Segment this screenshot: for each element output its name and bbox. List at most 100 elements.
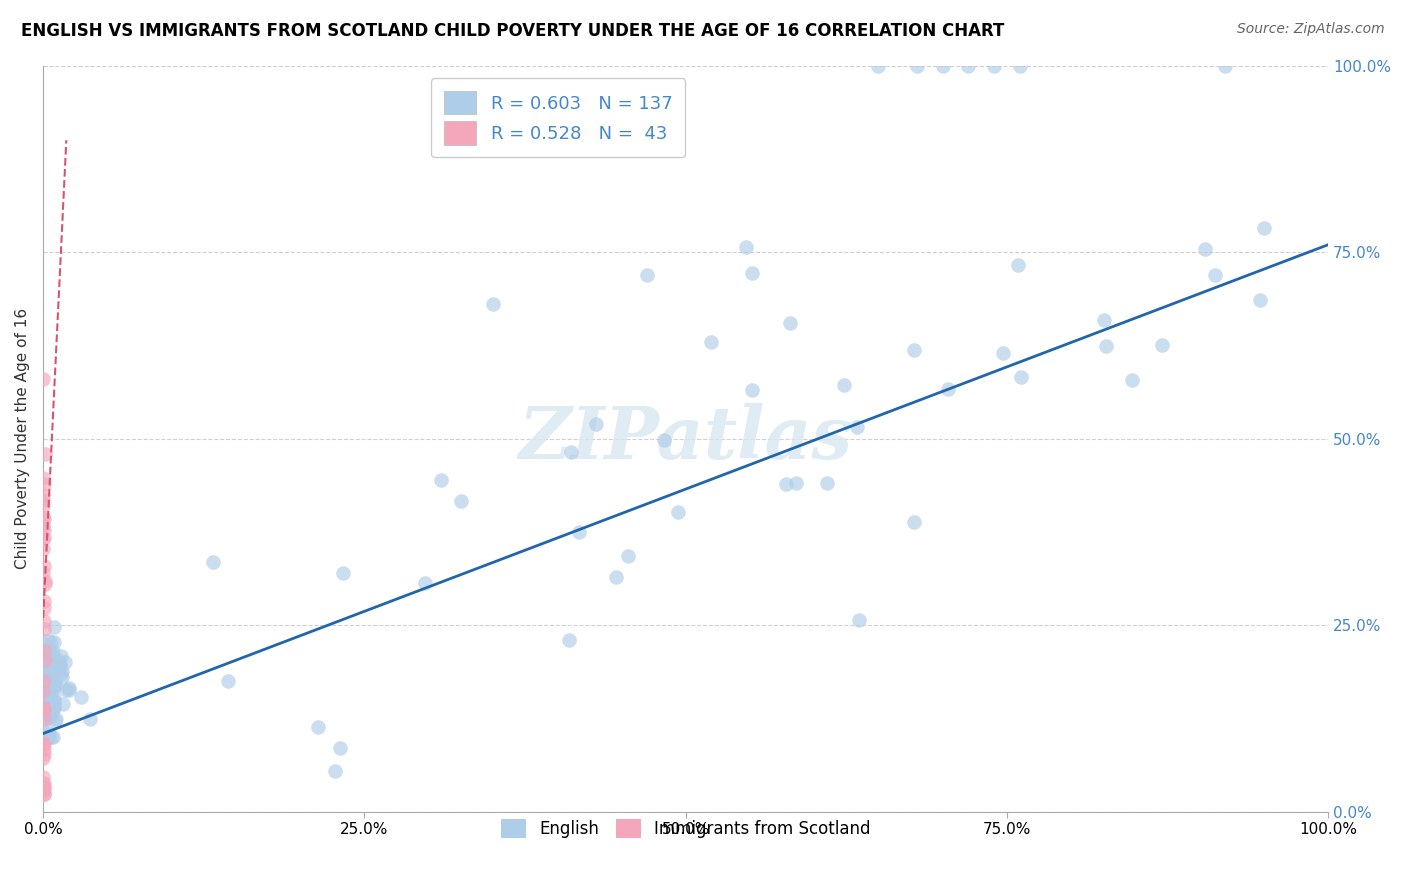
Point bbox=[37, 731, 59, 745]
Point bbox=[957, 59, 980, 73]
Point bbox=[48, 654, 70, 668]
Point bbox=[42, 680, 65, 694]
Point bbox=[38, 656, 60, 670]
Point bbox=[44, 665, 66, 679]
Point bbox=[35, 694, 58, 708]
Point bbox=[34, 700, 56, 714]
Point bbox=[45, 666, 67, 681]
Point bbox=[558, 632, 581, 647]
Point bbox=[32, 725, 55, 739]
Point bbox=[1121, 373, 1143, 387]
Point bbox=[44, 675, 66, 690]
Point bbox=[32, 642, 55, 657]
Point bbox=[39, 697, 62, 711]
Point bbox=[34, 622, 56, 636]
Text: ENGLISH VS IMMIGRANTS FROM SCOTLAND CHILD POVERTY UNDER THE AGE OF 16 CORRELATIO: ENGLISH VS IMMIGRANTS FROM SCOTLAND CHIL… bbox=[21, 22, 1004, 40]
Point bbox=[35, 696, 58, 710]
Point bbox=[32, 600, 55, 615]
Point bbox=[1204, 268, 1226, 282]
Point bbox=[44, 698, 66, 712]
Point bbox=[42, 691, 65, 706]
Point bbox=[35, 700, 58, 714]
Point bbox=[32, 492, 55, 507]
Point bbox=[845, 420, 868, 434]
Point bbox=[32, 673, 55, 688]
Point bbox=[983, 59, 1005, 73]
Point bbox=[815, 476, 838, 491]
Point bbox=[34, 447, 56, 461]
Point bbox=[700, 334, 723, 349]
Point bbox=[1150, 337, 1173, 351]
Point bbox=[38, 682, 60, 697]
Point bbox=[44, 680, 66, 694]
Point bbox=[32, 471, 55, 485]
Point bbox=[1095, 339, 1118, 353]
Point bbox=[413, 575, 436, 590]
Point bbox=[37, 668, 59, 682]
Point bbox=[41, 659, 63, 673]
Point bbox=[41, 672, 63, 686]
Point bbox=[903, 516, 925, 530]
Point bbox=[1007, 258, 1029, 272]
Point bbox=[42, 644, 65, 658]
Point bbox=[42, 620, 65, 634]
Point bbox=[37, 685, 59, 699]
Point bbox=[905, 59, 928, 73]
Point bbox=[35, 690, 58, 704]
Point bbox=[450, 493, 472, 508]
Point bbox=[32, 742, 55, 756]
Point bbox=[39, 698, 62, 712]
Point bbox=[652, 433, 675, 447]
Point bbox=[32, 518, 55, 533]
Point bbox=[32, 787, 55, 801]
Point bbox=[32, 699, 55, 714]
Point bbox=[58, 681, 80, 695]
Point bbox=[323, 764, 346, 778]
Point bbox=[42, 648, 65, 662]
Point bbox=[41, 663, 63, 677]
Point bbox=[34, 684, 56, 698]
Point bbox=[32, 737, 55, 751]
Point bbox=[991, 346, 1014, 360]
Point bbox=[605, 570, 627, 584]
Point bbox=[39, 731, 62, 745]
Point bbox=[35, 693, 58, 707]
Point bbox=[568, 525, 591, 540]
Point bbox=[35, 690, 58, 704]
Point bbox=[32, 683, 55, 698]
Point bbox=[741, 266, 763, 280]
Point bbox=[42, 694, 65, 708]
Point bbox=[32, 594, 55, 608]
Point bbox=[201, 555, 224, 569]
Point bbox=[931, 59, 953, 73]
Point bbox=[32, 683, 55, 698]
Point bbox=[49, 666, 72, 681]
Point bbox=[32, 372, 55, 386]
Point bbox=[45, 712, 67, 726]
Text: Source: ZipAtlas.com: Source: ZipAtlas.com bbox=[1237, 22, 1385, 37]
Point bbox=[37, 650, 59, 665]
Point bbox=[35, 669, 58, 683]
Point bbox=[35, 706, 58, 721]
Point bbox=[35, 697, 58, 711]
Point bbox=[42, 731, 65, 745]
Legend: English, Immigrants from Scotland: English, Immigrants from Scotland bbox=[494, 812, 877, 845]
Point bbox=[585, 417, 607, 431]
Point bbox=[37, 711, 59, 725]
Point bbox=[785, 475, 807, 490]
Point bbox=[332, 566, 354, 580]
Point bbox=[37, 731, 59, 745]
Point bbox=[79, 712, 101, 726]
Point bbox=[32, 498, 55, 512]
Point bbox=[49, 659, 72, 673]
Point bbox=[35, 661, 58, 675]
Point bbox=[32, 637, 55, 651]
Point bbox=[1010, 370, 1032, 384]
Point bbox=[35, 704, 58, 718]
Point bbox=[39, 635, 62, 649]
Point bbox=[49, 648, 72, 663]
Point bbox=[560, 445, 582, 459]
Point bbox=[37, 726, 59, 740]
Point bbox=[636, 268, 658, 282]
Point bbox=[308, 720, 330, 734]
